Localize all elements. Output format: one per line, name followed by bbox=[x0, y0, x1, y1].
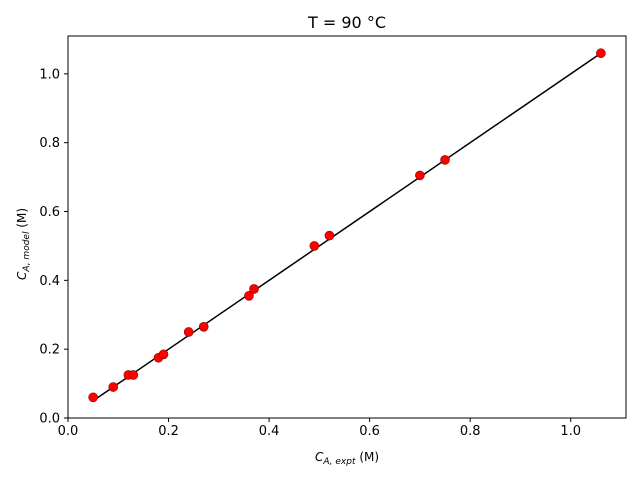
fit-line bbox=[92, 52, 602, 402]
y-tick-label: 1.0 bbox=[39, 67, 60, 82]
x-tick-label: 0.8 bbox=[460, 424, 481, 439]
data-point bbox=[309, 241, 320, 251]
y-tick-label: 0.0 bbox=[39, 412, 60, 427]
data-point bbox=[128, 370, 139, 380]
x-axis-label: CA, expt (M) bbox=[315, 450, 379, 467]
y-axis-label: CA, model (M) bbox=[15, 208, 32, 280]
y-tick-label: 0.2 bbox=[39, 343, 60, 358]
data-point bbox=[88, 392, 98, 403]
data-point bbox=[249, 284, 259, 294]
y-tick-label: 0.8 bbox=[39, 136, 60, 151]
y-tick-label: 0.4 bbox=[39, 274, 60, 289]
x-tick-label: 0.0 bbox=[58, 424, 79, 439]
data-point bbox=[244, 291, 254, 301]
data-point bbox=[108, 382, 119, 392]
x-tick-label: 0.4 bbox=[259, 424, 280, 439]
data-point bbox=[596, 48, 606, 59]
y-tick-label: 0.6 bbox=[39, 205, 60, 220]
axes-frame bbox=[67, 35, 627, 419]
x-tick-label: 0.6 bbox=[359, 424, 380, 439]
data-point bbox=[198, 322, 209, 332]
x-tick-label: 1.0 bbox=[560, 424, 581, 439]
x-axis-ticks: 0.0 0.2 0.4 0.6 0.8 1.0 bbox=[58, 418, 581, 439]
data-point bbox=[324, 230, 335, 241]
data-point bbox=[440, 155, 450, 165]
chart-title: T = 90 °C bbox=[307, 13, 386, 32]
data-point bbox=[183, 327, 194, 337]
data-point bbox=[415, 170, 425, 181]
y-axis-ticks: 0.0 0.2 0.4 0.6 0.8 1.0 bbox=[39, 67, 68, 427]
data-points bbox=[88, 48, 606, 403]
x-tick-label: 0.2 bbox=[158, 424, 179, 439]
data-point bbox=[158, 349, 169, 360]
plot-area bbox=[67, 35, 627, 419]
fit-line-group bbox=[92, 52, 602, 402]
